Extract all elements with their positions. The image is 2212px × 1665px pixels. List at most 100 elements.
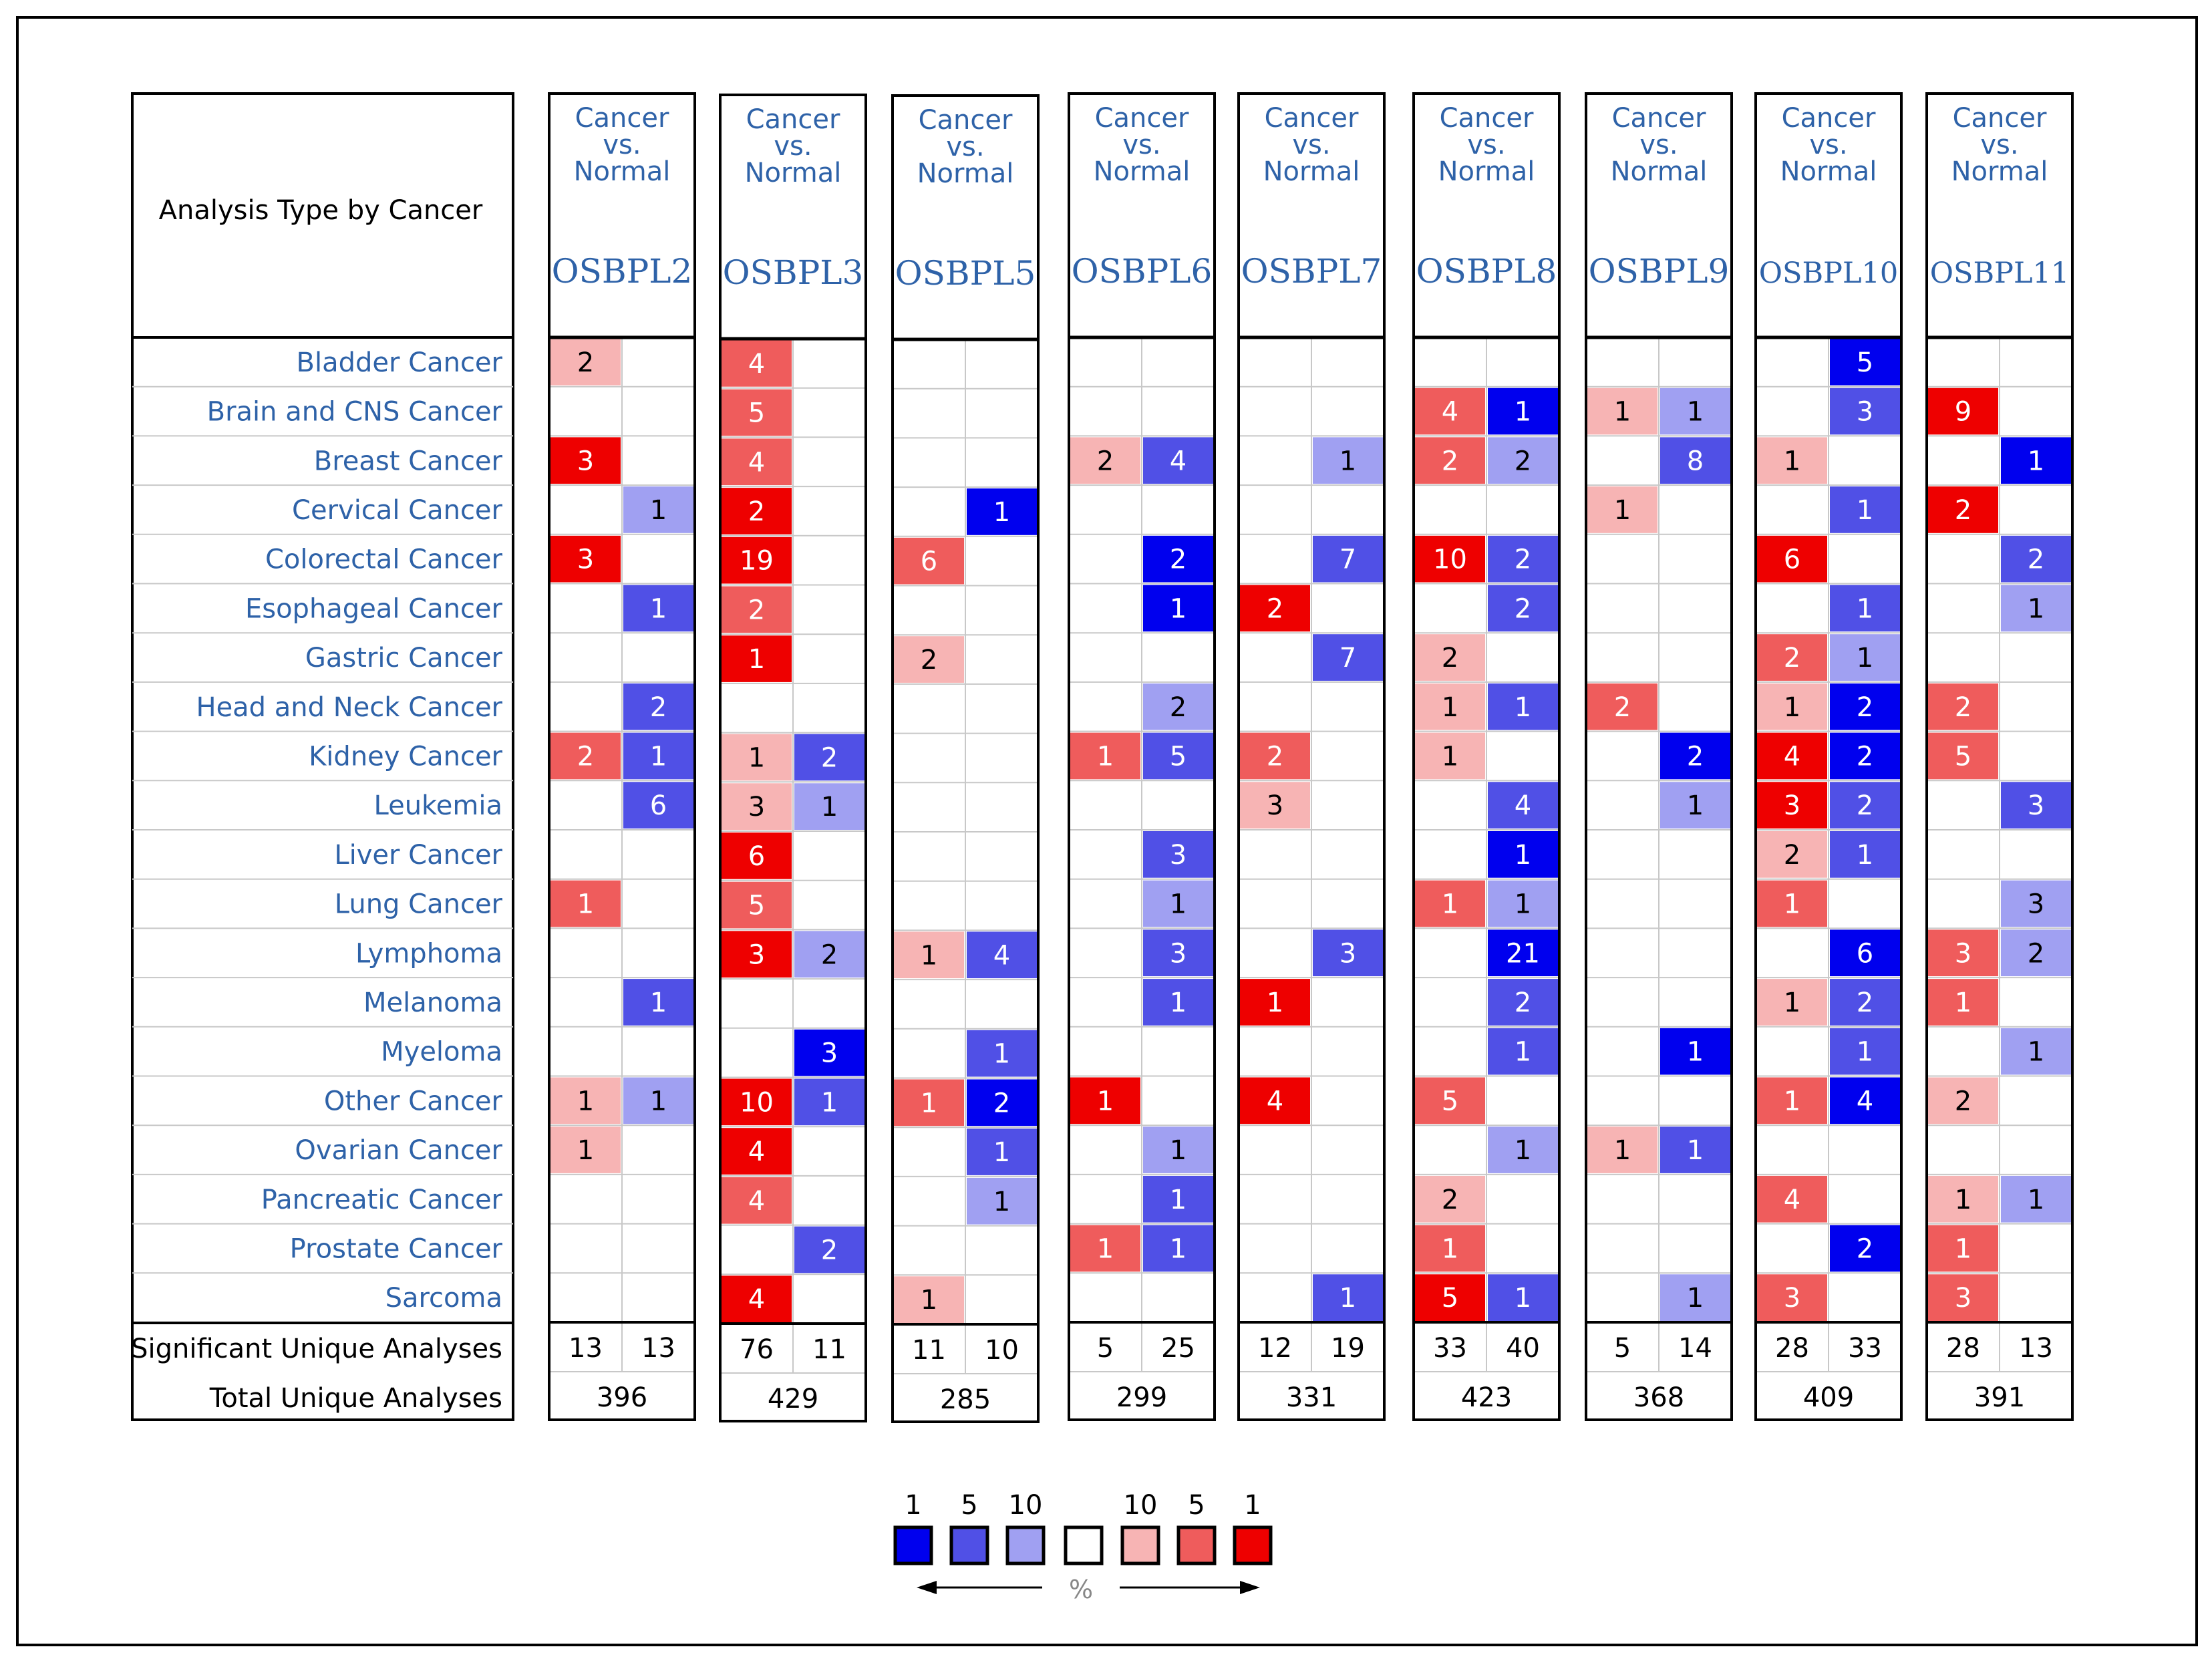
- cell-osbpl5-up-lymphoma: [894, 931, 964, 979]
- cell-osbpl8-up-brain-and-cns-cancer: [1415, 388, 1485, 435]
- comparison-line-2: vs.: [1980, 130, 2018, 160]
- cell-osbpl2-up-bladder-cancer: [550, 339, 621, 386]
- cell-value: 4: [748, 349, 765, 380]
- legend-swatch-red-1: [1233, 1525, 1273, 1565]
- cell-value: 2: [1442, 1185, 1458, 1215]
- comparison-line-2: vs.: [946, 132, 984, 162]
- cell-value: 1: [650, 593, 667, 624]
- comparison-line-3: Normal: [1263, 156, 1360, 187]
- cell-osbpl10-up-colorectal-cancer: [1757, 535, 1827, 583]
- cell-value: 1: [1170, 889, 1187, 920]
- cell-osbpl6-up-prostate-cancer: [1070, 1225, 1140, 1272]
- cell-value: 4: [993, 940, 1010, 971]
- cell-osbpl9-down-kidney-cancer: [1660, 732, 1730, 780]
- cell-value: 6: [921, 547, 937, 577]
- cell-value: 2: [1857, 692, 1873, 723]
- cell-osbpl6-up-breast-cancer: [1070, 437, 1140, 484]
- cell-osbpl10-down-lymphoma: [1830, 929, 1900, 977]
- legend-red-label: 10: [1124, 1490, 1158, 1521]
- cell-value: 2: [577, 741, 594, 772]
- comparison-line-1: Cancer: [746, 104, 840, 135]
- cell-value: 1: [1687, 790, 1704, 821]
- significant-down-count: 33: [1848, 1333, 1882, 1364]
- significant-down-count: 14: [1678, 1333, 1712, 1364]
- legend-swatch-red-5: [1176, 1525, 1217, 1565]
- cell-osbpl2-down-esophageal-cancer: [623, 585, 693, 632]
- cell-value: 1: [1857, 495, 1873, 526]
- cell-osbpl10-down-esophageal-cancer: [1830, 585, 1900, 632]
- cell-value: 1: [650, 741, 667, 772]
- significant-down-count: 13: [2019, 1333, 2053, 1364]
- cell-osbpl11-down-lymphoma: [2001, 929, 2071, 977]
- cell-value: 1: [2028, 1185, 2044, 1215]
- cell-value: 2: [577, 347, 594, 378]
- cell-osbpl8-down-melanoma: [1488, 979, 1558, 1026]
- comparison-line-1: Cancer: [1782, 103, 1876, 134]
- cell-value: 5: [1442, 1283, 1458, 1314]
- cell-osbpl6-down-prostate-cancer: [1143, 1225, 1213, 1272]
- cell-value: 3: [1955, 1283, 1971, 1314]
- cell-value: 1: [1339, 1283, 1356, 1314]
- row-label-breast-cancer: Breast Cancer: [314, 446, 503, 476]
- cell-value: 5: [1170, 741, 1187, 772]
- row-label-melanoma: Melanoma: [363, 988, 502, 1018]
- total-count: 285: [940, 1384, 991, 1415]
- cell-osbpl11-up-brain-and-cns-cancer: [1928, 388, 1998, 435]
- cell-osbpl10-down-head-and-neck-cancer: [1830, 683, 1900, 730]
- legend-blue-label: 10: [1009, 1490, 1043, 1521]
- row-label-lung-cancer: Lung Cancer: [335, 889, 503, 920]
- row-label-bladder-cancer: Bladder Cancer: [297, 347, 503, 378]
- gene-panel-border: [891, 94, 1040, 1423]
- cell-osbpl11-up-pancreatic-cancer: [1928, 1175, 1998, 1223]
- cell-osbpl11-down-pancreatic-cancer: [2001, 1175, 2071, 1223]
- cell-value: 1: [1955, 1185, 1971, 1215]
- cell-value: 3: [1784, 1283, 1800, 1314]
- legend-blue-label: 5: [961, 1490, 977, 1521]
- cell-osbpl3-down-leukemia: [794, 783, 864, 830]
- cell-osbpl10-up-leukemia: [1757, 782, 1827, 828]
- comparison-line-3: Normal: [574, 156, 671, 187]
- cell-value: 6: [650, 790, 667, 821]
- cell-value: 1: [1515, 889, 1531, 920]
- cell-osbpl7-down-sarcoma: [1313, 1274, 1383, 1321]
- total-count: 299: [1116, 1382, 1167, 1413]
- cell-value: 1: [650, 1086, 667, 1116]
- cell-osbpl6-down-pancreatic-cancer: [1143, 1175, 1213, 1223]
- cell-osbpl2-up-colorectal-cancer: [550, 535, 621, 583]
- cell-value: 1: [1442, 1233, 1458, 1264]
- row-label-gastric-cancer: Gastric Cancer: [305, 643, 503, 673]
- cell-osbpl8-up-pancreatic-cancer: [1415, 1175, 1485, 1223]
- cell-value: 2: [1955, 495, 1971, 526]
- cell-osbpl10-up-sarcoma: [1757, 1274, 1827, 1321]
- cell-value: 1: [1614, 397, 1631, 428]
- cell-value: 2: [821, 939, 838, 970]
- cell-value: 5: [1857, 347, 1873, 378]
- total-count: 331: [1286, 1382, 1337, 1413]
- cell-value: 1: [650, 988, 667, 1018]
- cell-osbpl10-down-myeloma: [1830, 1028, 1900, 1075]
- total-count: 429: [768, 1384, 818, 1414]
- cell-value: 3: [1267, 790, 1283, 821]
- cell-value: 3: [1857, 397, 1873, 428]
- cell-osbpl5-up-other-cancer: [894, 1079, 964, 1126]
- cell-osbpl6-down-melanoma: [1143, 979, 1213, 1026]
- cell-value: 4: [1784, 741, 1800, 772]
- comparison-line-2: vs.: [1292, 130, 1330, 160]
- cell-value: 1: [1339, 446, 1356, 476]
- cell-osbpl7-up-kidney-cancer: [1240, 732, 1310, 780]
- legend-swatch-white: [1064, 1525, 1104, 1565]
- cell-osbpl11-up-head-and-neck-cancer: [1928, 683, 1998, 730]
- cell-value: 2: [2028, 545, 2044, 575]
- cell-value: 1: [577, 1086, 594, 1116]
- cell-value: 1: [1614, 1135, 1631, 1166]
- total-count: 409: [1803, 1382, 1854, 1413]
- cell-value: 1: [1784, 446, 1800, 476]
- cell-value: 2: [993, 1088, 1010, 1118]
- cell-osbpl8-down-lung-cancer: [1488, 880, 1558, 927]
- cell-osbpl3-up-leukemia: [722, 783, 792, 830]
- cell-value: 2: [748, 496, 765, 527]
